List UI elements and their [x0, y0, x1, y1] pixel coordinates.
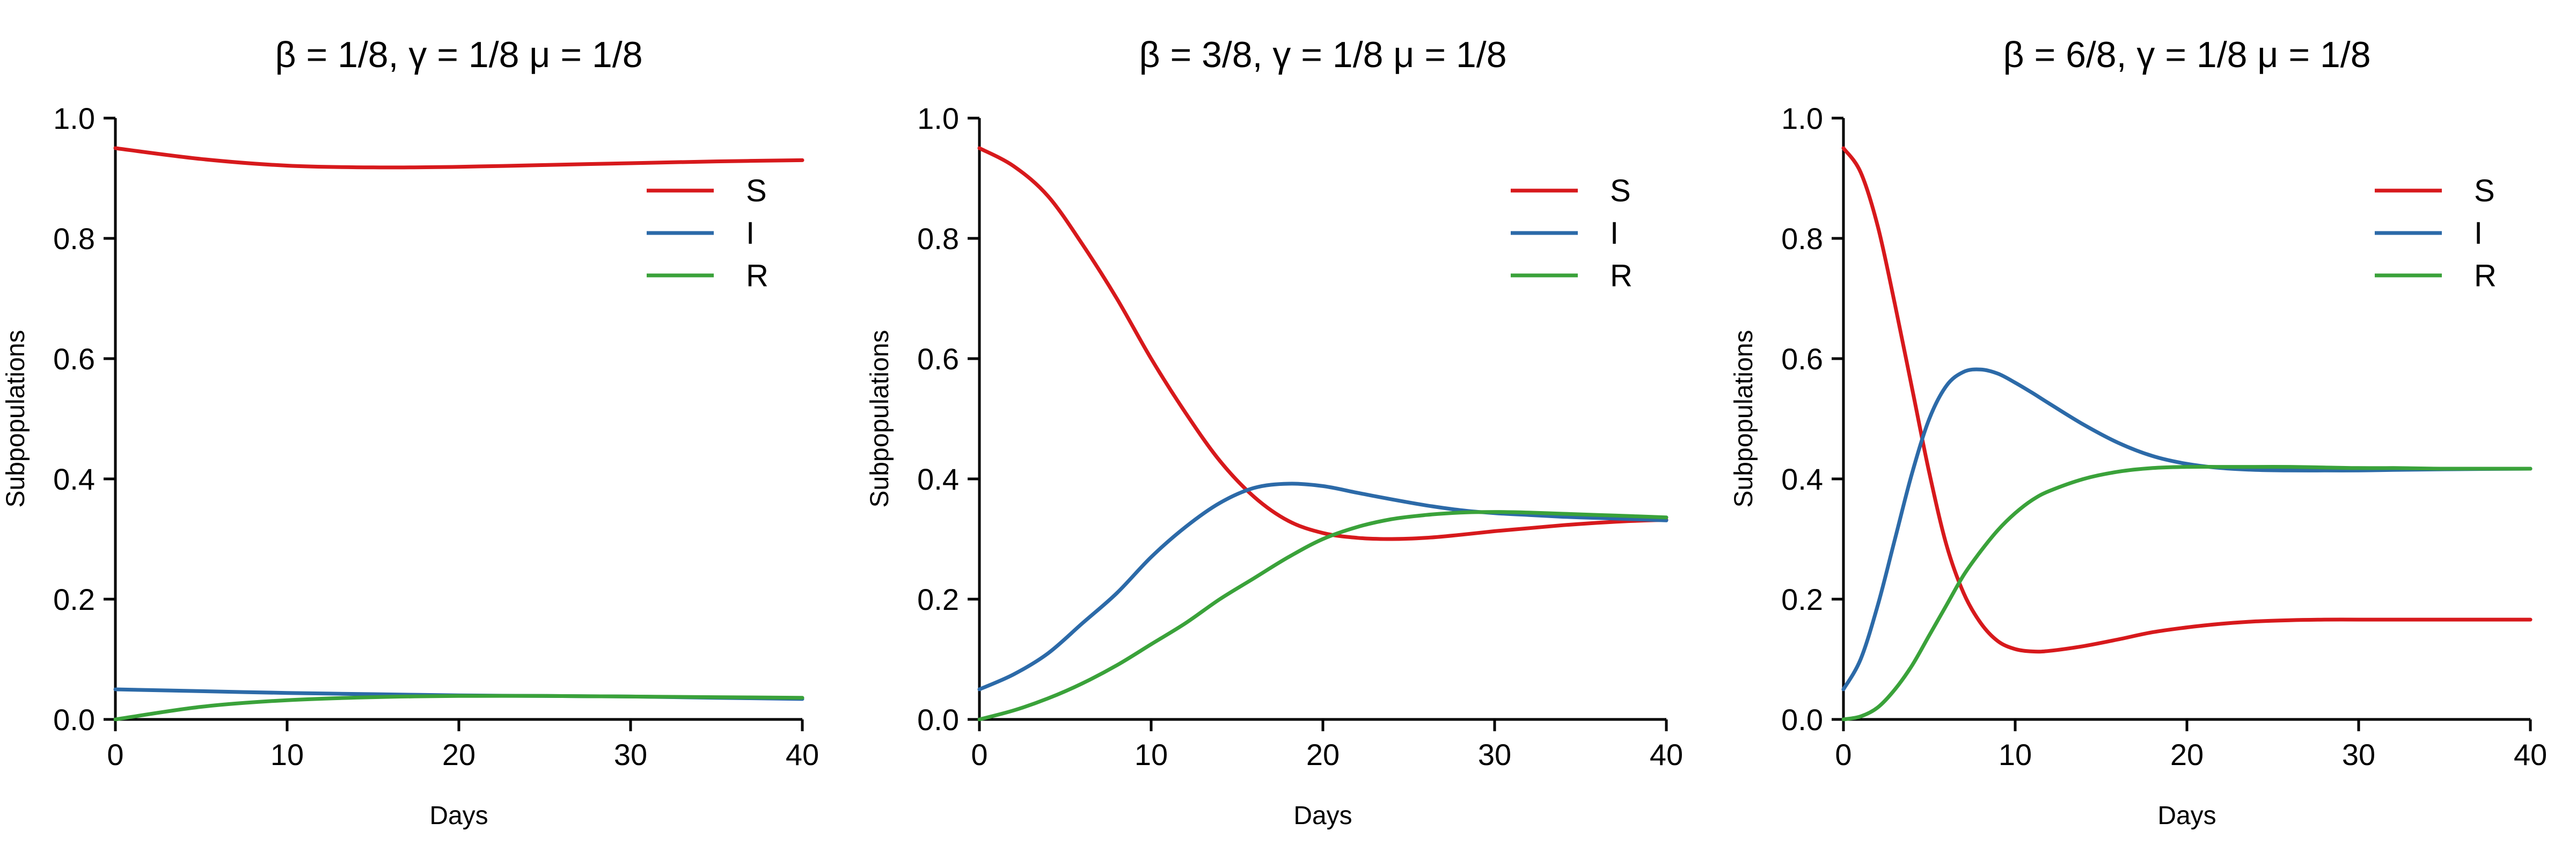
- legend-label-s: S: [2474, 173, 2495, 208]
- x-tick-label: 40: [786, 738, 819, 771]
- x-tick-label: 0: [107, 738, 123, 771]
- y-tick-label: 0.0: [53, 703, 95, 737]
- y-tick-label: 0.0: [917, 703, 959, 737]
- y-tick-label: 0.8: [53, 222, 95, 256]
- x-tick-label: 20: [1306, 738, 1340, 771]
- y-tick-label: 1.0: [917, 101, 959, 135]
- x-axis-label: Days: [429, 802, 488, 830]
- legend-label-i: I: [2474, 216, 2483, 251]
- chart-title: β = 1/8, γ = 1/8 μ = 1/8: [275, 34, 642, 75]
- y-axis-label: Subpopulations: [866, 330, 894, 508]
- x-tick-label: 10: [1135, 738, 1168, 771]
- x-tick-label: 40: [1650, 738, 1683, 771]
- x-tick-label: 20: [2170, 738, 2204, 771]
- x-tick-label: 40: [2514, 738, 2547, 771]
- legend-label-s: S: [1610, 173, 1631, 208]
- series-line-r: [1841, 464, 2533, 722]
- series-line-i: [977, 482, 1668, 691]
- y-tick-label: 0.6: [53, 342, 95, 376]
- x-tick-label: 0: [971, 738, 987, 771]
- series-line-s: [1841, 146, 2533, 654]
- y-tick-label: 0.4: [917, 462, 959, 496]
- y-tick-label: 0.4: [53, 462, 95, 496]
- x-tick-label: 20: [442, 738, 475, 771]
- legend-label-r: R: [1610, 258, 1633, 293]
- x-tick-label: 10: [1999, 738, 2032, 771]
- chart-title: β = 3/8, γ = 1/8 μ = 1/8: [1139, 34, 1506, 75]
- x-tick-label: 30: [1478, 738, 1511, 771]
- y-tick-label: 0.2: [1781, 583, 1823, 616]
- legend-label-r: R: [2474, 258, 2497, 293]
- x-axis-label: Days: [2157, 802, 2216, 830]
- x-axis-label: Days: [1293, 802, 1352, 830]
- series-line-r: [113, 694, 804, 722]
- legend-label-r: R: [746, 258, 769, 293]
- x-tick-label: 30: [2342, 738, 2375, 771]
- series-line-i: [1841, 367, 2533, 691]
- x-tick-label: 30: [614, 738, 647, 771]
- y-tick-label: 0.4: [1781, 462, 1823, 496]
- y-tick-label: 0.2: [917, 583, 959, 616]
- chart-title: β = 6/8, γ = 1/8 μ = 1/8: [2003, 34, 2370, 75]
- y-tick-label: 0.0: [1781, 703, 1823, 737]
- y-tick-label: 0.8: [1781, 222, 1823, 256]
- legend-label-s: S: [746, 173, 767, 208]
- y-tick-label: 0.6: [917, 342, 959, 376]
- y-tick-label: 0.6: [1781, 342, 1823, 376]
- y-tick-label: 0.8: [917, 222, 959, 256]
- legend-label-i: I: [746, 216, 755, 251]
- series-line-s: [977, 146, 1668, 541]
- series-line-s: [113, 146, 804, 170]
- y-axis-label: Subpopulations: [2, 330, 30, 508]
- series-line-r: [977, 510, 1668, 722]
- y-tick-label: 1.0: [1781, 101, 1823, 135]
- chart-panel-3: β = 6/8, γ = 1/8 μ = 1/8 0 10 20 30 40 0.0 0.2 0…: [1730, 34, 2547, 830]
- legend-label-i: I: [1610, 216, 1619, 251]
- chart-panel-2: β = 3/8, γ = 1/8 μ = 1/8 0 10 20 30 40 0.0 0.2 0…: [866, 34, 1683, 830]
- chart-panel-1: β = 1/8, γ = 1/8 μ = 1/8 0 10 20 30 40 0.0 0.2 0…: [2, 34, 819, 830]
- y-axis-label: Subpopulations: [1730, 330, 1758, 508]
- y-tick-label: 1.0: [53, 101, 95, 135]
- y-tick-label: 0.2: [53, 583, 95, 616]
- x-tick-label: 0: [1835, 738, 1851, 771]
- x-tick-label: 10: [270, 738, 304, 771]
